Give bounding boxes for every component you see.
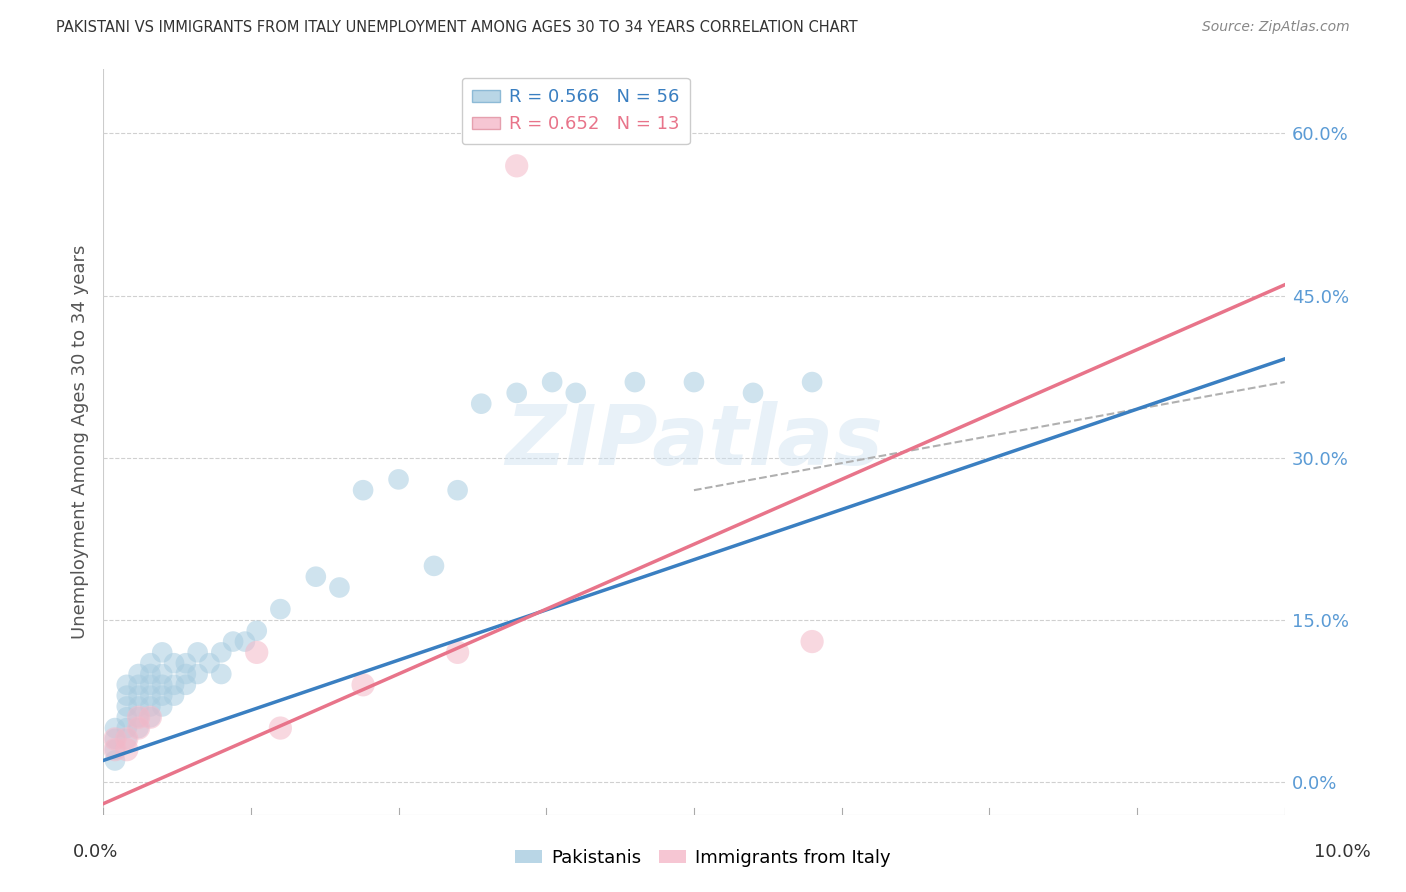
Point [128,667,150,681]
Point [150,699,173,714]
Point [174,678,197,692]
Point [505,385,527,400]
Point [104,731,127,746]
Point [128,699,150,714]
Point [139,699,162,714]
Point [624,375,647,389]
Point [163,656,186,670]
Point [209,667,232,681]
Point [150,689,173,703]
Legend: R = 0.566   N = 56, R = 0.652   N = 13: R = 0.566 N = 56, R = 0.652 N = 13 [461,78,690,145]
Text: Source: ZipAtlas.com: Source: ZipAtlas.com [1202,20,1350,34]
Point [104,721,127,735]
Point [187,667,209,681]
Point [115,678,138,692]
Point [115,731,138,746]
Point [505,159,527,173]
Point [139,689,162,703]
Point [115,710,138,724]
Text: 0.0%: 0.0% [73,843,118,861]
Point [305,570,328,584]
Point [222,634,245,648]
Text: PAKISTANI VS IMMIGRANTS FROM ITALY UNEMPLOYMENT AMONG AGES 30 TO 34 YEARS CORREL: PAKISTANI VS IMMIGRANTS FROM ITALY UNEMP… [56,20,858,35]
Point [565,385,588,400]
Point [246,645,269,659]
Point [269,721,291,735]
Point [683,375,706,389]
Point [115,699,138,714]
Point [269,602,291,616]
Point [139,678,162,692]
Point [115,689,138,703]
Point [128,678,150,692]
Text: ZIPatlas: ZIPatlas [505,401,883,482]
Point [139,710,162,724]
Point [115,731,138,746]
Point [352,483,374,498]
Point [187,645,209,659]
Point [387,472,409,486]
Point [115,742,138,756]
Point [198,656,221,670]
Point [246,624,269,638]
Point [104,742,127,756]
Point [104,731,127,746]
Point [209,645,232,659]
Point [128,721,150,735]
Y-axis label: Unemployment Among Ages 30 to 34 years: Unemployment Among Ages 30 to 34 years [72,244,89,639]
Point [742,385,765,400]
Point [128,710,150,724]
Point [104,754,127,768]
Point [446,483,468,498]
Point [115,721,138,735]
Point [139,656,162,670]
Point [150,667,173,681]
Point [233,634,256,648]
Point [541,375,564,389]
Point [801,634,824,648]
Text: 10.0%: 10.0% [1315,843,1371,861]
Point [801,375,824,389]
Point [163,689,186,703]
Point [139,667,162,681]
Point [128,689,150,703]
Point [150,678,173,692]
Point [150,645,173,659]
Point [446,645,468,659]
Point [328,581,350,595]
Point [352,678,374,692]
Legend: Pakistanis, Immigrants from Italy: Pakistanis, Immigrants from Italy [508,842,898,874]
Point [470,397,492,411]
Point [174,656,197,670]
Point [104,742,127,756]
Point [423,558,446,573]
Point [128,710,150,724]
Point [139,710,162,724]
Point [163,678,186,692]
Point [128,721,150,735]
Point [174,667,197,681]
